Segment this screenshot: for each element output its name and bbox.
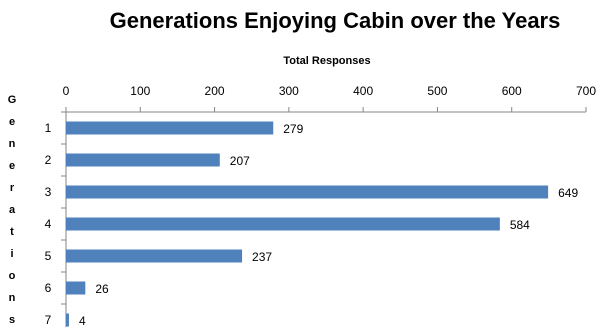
x-tick-label-0: 0 <box>63 84 70 98</box>
category-label-1: 1 <box>45 121 52 135</box>
y-axis-label-letter-0: G <box>8 94 17 106</box>
data-label-4: 584 <box>510 218 530 232</box>
category-label-3: 3 <box>45 185 52 199</box>
y-axis-label: Generations <box>8 94 17 326</box>
x-tick-label-4: 400 <box>353 84 373 98</box>
x-axis-ticks: 0 100 200 300 400 500 600 700 <box>63 84 596 112</box>
x-tick-label-5: 500 <box>427 84 447 98</box>
bars: 1 279 2 207 3 649 4 584 5 237 6 26 7 4 <box>45 111 578 327</box>
y-axis-label-letter-1: e <box>9 116 15 128</box>
bar-5 <box>66 249 243 263</box>
chart-title: Generations Enjoying Cabin over the Year… <box>110 8 561 33</box>
y-axis-label-letter-2: n <box>9 138 16 150</box>
data-label-7: 4 <box>79 314 86 327</box>
x-tick-label-7: 700 <box>576 84 596 98</box>
y-axis-label-letter-3: e <box>9 160 15 172</box>
y-axis-label-letter-10: s <box>9 314 15 326</box>
bar-7 <box>66 313 69 327</box>
bar-3 <box>66 185 549 199</box>
x-tick-label-1: 100 <box>130 84 150 98</box>
category-label-6: 6 <box>45 281 52 295</box>
data-label-5: 237 <box>252 250 272 264</box>
data-label-3: 649 <box>558 186 578 200</box>
y-axis-label-letter-5: a <box>9 204 16 216</box>
bar-1 <box>66 121 274 135</box>
y-axis-label-letter-7: i <box>10 248 13 260</box>
y-axis-label-letter-8: o <box>9 270 16 282</box>
category-label-7: 7 <box>45 313 52 327</box>
bar-4 <box>66 217 500 231</box>
category-label-2: 2 <box>45 153 52 167</box>
y-axis-label-letter-6: t <box>10 226 14 238</box>
bar-6 <box>66 281 86 295</box>
category-label-5: 5 <box>45 249 52 263</box>
x-tick-label-3: 300 <box>279 84 299 98</box>
x-tick-label-2: 200 <box>205 84 225 98</box>
x-axis-label: Total Responses <box>283 55 370 67</box>
data-label-6: 26 <box>95 282 109 296</box>
data-label-1: 279 <box>283 122 303 136</box>
y-axis-label-letter-4: r <box>10 182 15 194</box>
bar-2 <box>66 153 220 167</box>
x-tick-label-6: 600 <box>502 84 522 98</box>
data-label-2: 207 <box>230 154 250 168</box>
y-axis-label-letter-9: n <box>9 292 16 304</box>
category-label-4: 4 <box>45 217 52 231</box>
